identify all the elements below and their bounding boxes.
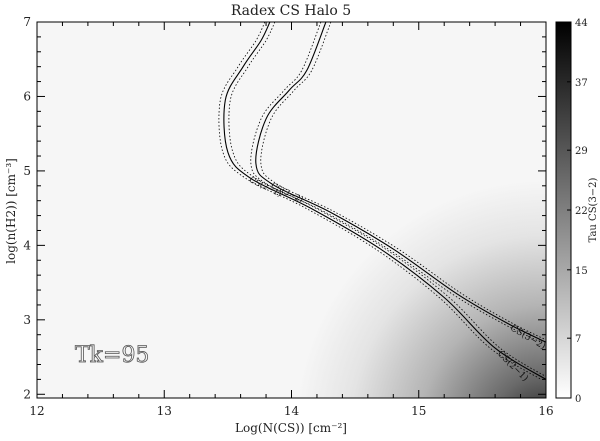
x-tick-label: 12 [29, 404, 44, 418]
temperature-annotation: Tk=95 [75, 343, 149, 368]
y-tick-label: 7 [23, 15, 31, 29]
y-tick-label: 5 [23, 164, 31, 178]
y-tick-label: 4 [23, 238, 31, 252]
y-tick-label: 3 [23, 313, 31, 327]
contour-envelope-line [250, 22, 542, 343]
x-axis-label: Log(N(CS)) [cm⁻²] [235, 421, 347, 435]
colorbar-label: Tau CS(3−2) [588, 177, 599, 242]
chart-title: Radex CS Halo 5 [231, 3, 351, 19]
heatmap-field [37, 22, 546, 398]
y-axis-label: log(n(H2)) [cm⁻³] [4, 158, 18, 264]
contour-envelope-line [260, 22, 546, 341]
contour-lines [218, 22, 546, 380]
contour-envelope-line [218, 22, 542, 380]
colorbar-tick-label: 15 [575, 266, 588, 277]
y-tick-label: 2 [23, 387, 31, 401]
contour-line [223, 22, 546, 380]
contour-envelope-line [228, 22, 546, 377]
colorbar-ticks: 0 7 15 22 29 37 44 [567, 18, 588, 405]
y-axis: 2 3 4 5 6 7 [23, 15, 546, 401]
x-tick-label: 14 [284, 404, 300, 418]
colorbar-tick-label: 37 [575, 78, 588, 89]
plot-area [37, 22, 546, 398]
colorbar-tick-label: 0 [575, 394, 581, 405]
colorbar-tick-label: 44 [575, 18, 588, 29]
x-tick-label: 15 [411, 404, 426, 418]
x-tick-label: 16 [538, 404, 553, 418]
colorbar-tick-label: 29 [575, 146, 588, 157]
x-tick-label: 13 [157, 404, 172, 418]
y-tick-label: 6 [23, 89, 31, 103]
colorbar-tick-label: 22 [575, 206, 588, 217]
contour-line [255, 22, 546, 343]
x-axis: 12 13 14 15 16 [29, 22, 554, 418]
colorbar-tick-label: 7 [575, 334, 581, 345]
